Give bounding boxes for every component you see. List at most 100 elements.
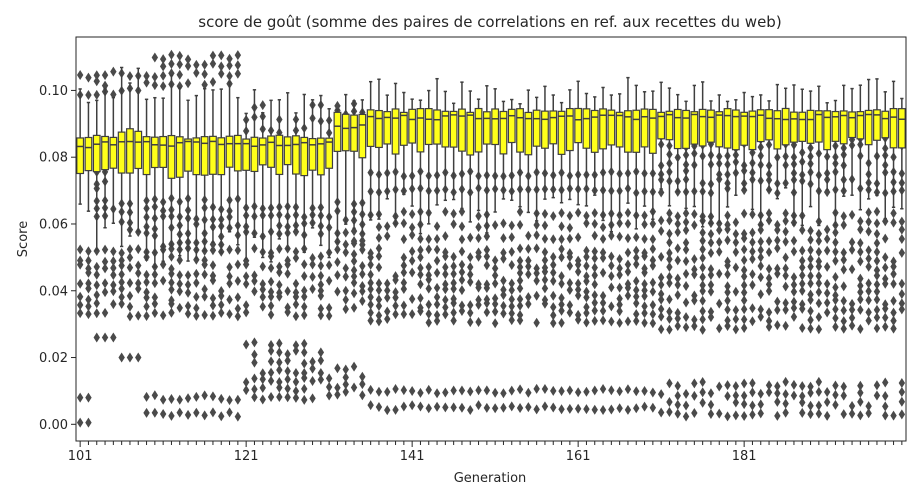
outlier-marker — [442, 302, 449, 313]
outlier-marker — [359, 281, 366, 292]
box-iqr — [491, 108, 500, 146]
outlier-marker — [807, 261, 814, 272]
outlier-marker — [458, 234, 466, 245]
box-generation-119 — [225, 53, 234, 418]
outlier-marker — [732, 410, 740, 421]
box-generation-197 — [873, 78, 881, 401]
outlier-marker — [682, 388, 690, 399]
outlier-marker — [516, 315, 524, 326]
outlier-marker — [807, 234, 814, 245]
outlier-marker — [85, 294, 92, 305]
outlier-marker — [110, 286, 117, 297]
outlier-marker — [533, 383, 540, 394]
outlier-marker — [226, 53, 233, 64]
outlier-marker — [168, 284, 175, 295]
box-generation-115 — [192, 59, 201, 418]
box-generation-198 — [881, 91, 890, 421]
outlier-marker — [807, 295, 814, 306]
outlier-marker — [367, 248, 374, 259]
outlier-marker — [641, 317, 648, 328]
outlier-marker — [533, 275, 540, 286]
outlier-marker — [292, 311, 300, 322]
outlier-marker — [284, 355, 291, 366]
outlier-marker — [458, 385, 466, 396]
outlier-marker — [541, 401, 549, 412]
outlier-marker — [608, 230, 615, 241]
outlier-marker — [259, 301, 266, 312]
outlier-marker — [533, 243, 540, 254]
outlier-marker — [367, 315, 374, 326]
box-generation-155 — [524, 89, 533, 413]
outlier-marker — [334, 286, 341, 297]
outlier-marker — [815, 324, 823, 335]
outlier-marker — [442, 206, 449, 217]
outlier-marker — [882, 273, 889, 284]
box-iqr — [200, 136, 209, 176]
outlier-marker — [691, 390, 698, 401]
outlier-marker — [848, 264, 856, 275]
outlier-marker — [657, 407, 665, 418]
box-generation-150 — [482, 85, 491, 413]
box-generation-185 — [773, 83, 782, 421]
outlier-marker — [882, 410, 889, 421]
box-iqr — [574, 107, 583, 144]
outlier-marker — [242, 307, 250, 318]
outlier-marker — [774, 396, 781, 407]
outlier-marker — [691, 321, 698, 332]
box-iqr — [441, 110, 450, 148]
outlier-marker — [757, 252, 764, 263]
outlier-marker — [309, 271, 316, 282]
box-iqr — [823, 110, 832, 151]
box-iqr — [731, 109, 740, 151]
outlier-marker — [259, 284, 266, 295]
outlier-marker — [400, 206, 408, 217]
outlier-marker — [276, 382, 283, 393]
outlier-marker — [674, 218, 681, 229]
outlier-marker — [815, 376, 823, 387]
outlier-marker — [890, 268, 897, 279]
outlier-marker — [234, 411, 242, 422]
outlier-marker — [815, 256, 823, 267]
outlier-marker — [359, 390, 366, 401]
outlier-marker — [790, 311, 798, 322]
outlier-marker — [574, 266, 582, 277]
box-iqr — [773, 110, 782, 150]
outlier-marker — [616, 299, 623, 310]
outlier-marker — [309, 252, 316, 263]
box-generation-151 — [491, 88, 500, 414]
outlier-marker — [550, 310, 557, 321]
outlier-marker — [616, 386, 623, 397]
outlier-marker — [848, 401, 856, 412]
box-iqr — [665, 110, 674, 141]
box-generation-102 — [84, 72, 93, 428]
box-generation-174 — [682, 100, 690, 422]
outlier-marker — [400, 252, 408, 263]
outlier-marker — [815, 271, 823, 282]
outlier-marker — [500, 218, 507, 229]
outlier-marker — [85, 417, 92, 428]
outlier-marker — [458, 259, 466, 270]
box-iqr — [798, 111, 807, 142]
outlier-marker — [840, 409, 847, 420]
outlier-marker — [724, 281, 731, 292]
outlier-marker — [359, 228, 366, 239]
outlier-marker — [832, 313, 839, 324]
outlier-marker — [433, 388, 441, 399]
box-generation-140 — [399, 91, 408, 412]
outlier-marker — [417, 293, 424, 304]
outlier-marker — [815, 386, 823, 397]
outlier-marker — [724, 210, 731, 221]
outlier-marker — [110, 66, 117, 77]
outlier-marker — [500, 388, 507, 399]
outlier-marker — [873, 323, 881, 334]
outlier-marker — [467, 262, 474, 273]
box-iqr — [889, 107, 898, 149]
outlier-marker — [682, 411, 690, 422]
outlier-marker — [823, 261, 831, 272]
outlier-marker — [740, 399, 748, 410]
box-iqr — [831, 110, 840, 142]
box-iqr — [258, 137, 267, 166]
outlier-marker — [782, 281, 789, 292]
outlier-marker — [608, 282, 615, 293]
outlier-marker — [765, 263, 773, 274]
